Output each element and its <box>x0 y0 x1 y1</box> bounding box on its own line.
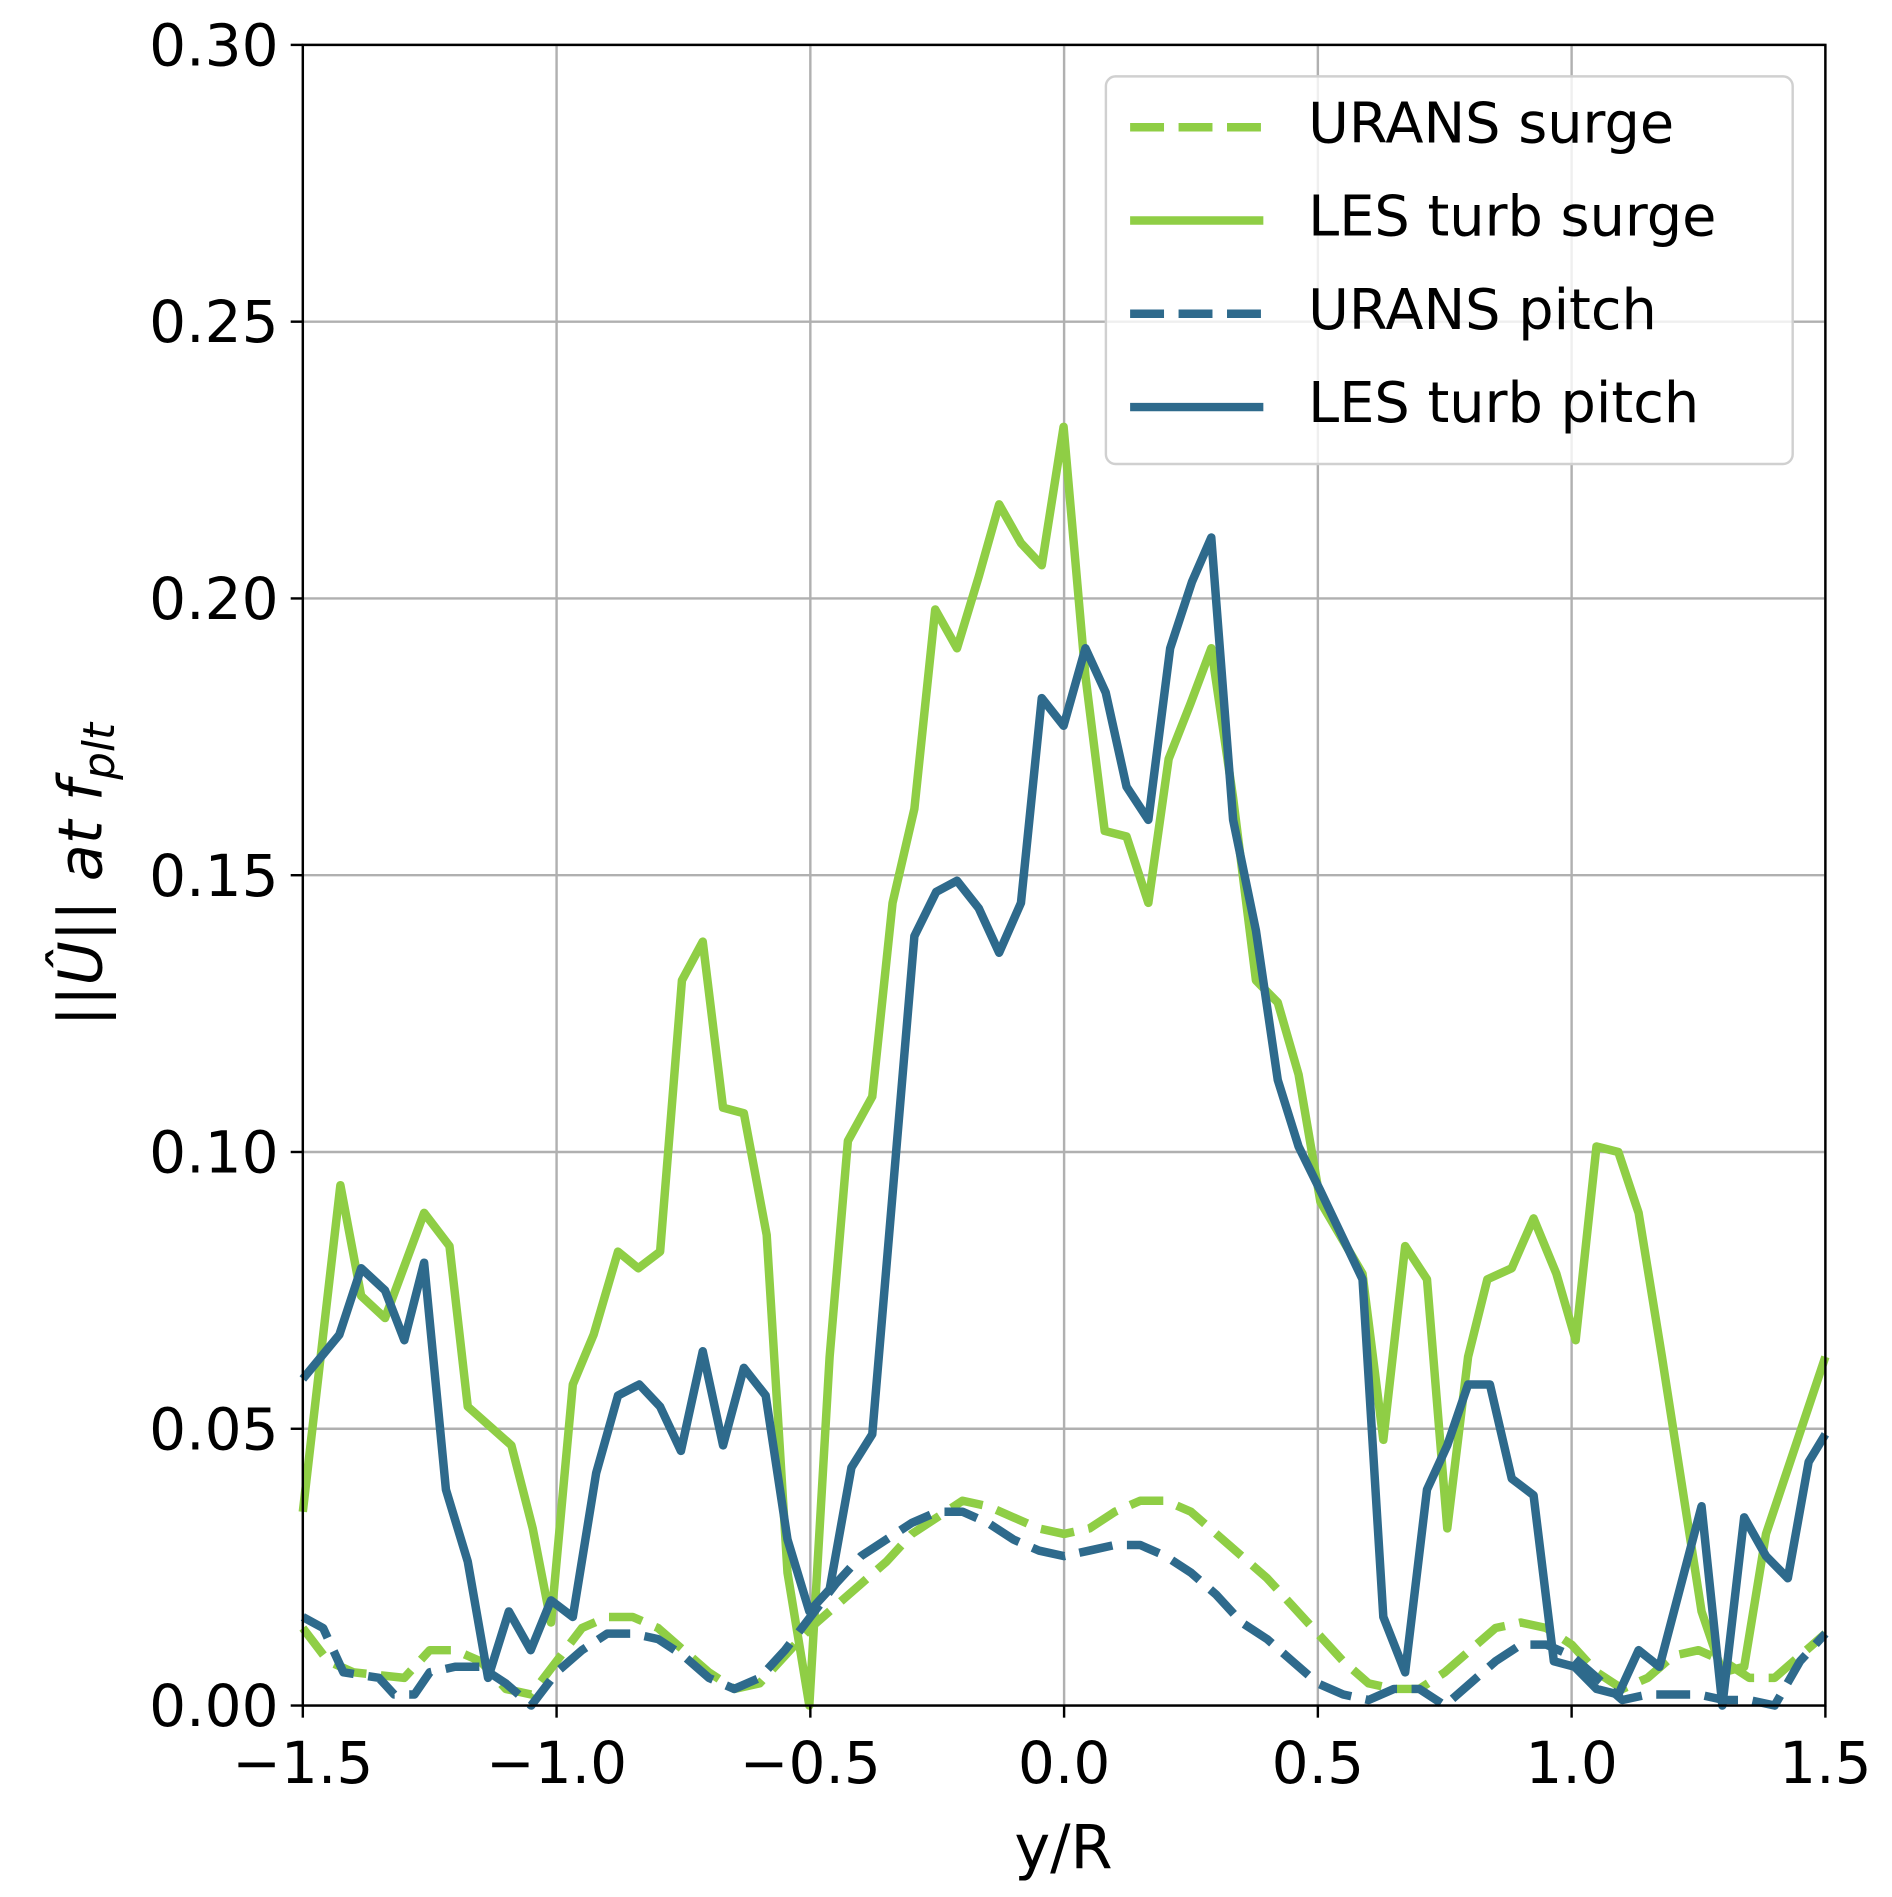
x-tick-label: −1.5 <box>232 1729 373 1797</box>
ticks: −1.5 −1.0 −0.5 0.0 0.5 1.0 1.5 0.00 0.05 0.10 0.15… <box>149 11 1871 1797</box>
y-tick-label: 0.05 <box>149 1395 278 1463</box>
series-line <box>299 533 1830 1710</box>
x-tick-label: 0.5 <box>1272 1729 1364 1797</box>
y-tick-label: 0.20 <box>149 565 278 633</box>
x-tick-label: 1.5 <box>1779 1729 1871 1797</box>
x-tick-label: −0.5 <box>740 1729 881 1797</box>
series-line <box>298 422 1830 1710</box>
legend-label: LES turb surge <box>1308 185 1716 250</box>
legend-box <box>1104 75 1794 466</box>
y-tick-label: 0.00 <box>149 1672 278 1740</box>
y-tick-label: 0.30 <box>149 11 278 79</box>
x-tick-label: 0.0 <box>1018 1729 1110 1797</box>
legend: URANS surge LES turb surge URANS pitch LES … <box>1104 75 1794 466</box>
x-axis-label: y/R <box>1014 1813 1112 1883</box>
y-tick-label: 0.25 <box>149 288 278 356</box>
x-tick-label: 1.0 <box>1525 1729 1617 1797</box>
y-axis-label: ||Û|| at fplt <box>46 721 125 1026</box>
y-tick-label: 0.10 <box>149 1119 278 1187</box>
legend-label: URANS surge <box>1308 91 1674 156</box>
series-line <box>299 1496 1829 1699</box>
y-axis-label-main: ||Û|| at f <box>46 772 117 1026</box>
x-tick-label: −1.0 <box>486 1729 627 1797</box>
legend-label: LES turb pitch <box>1308 371 1699 436</box>
y-tick-label: 0.15 <box>149 842 278 910</box>
plot-lines <box>298 422 1830 1710</box>
y-axis-label-subscript: plt <box>75 721 125 781</box>
legend-label: URANS pitch <box>1308 278 1657 343</box>
series-line <box>300 1507 1829 1710</box>
